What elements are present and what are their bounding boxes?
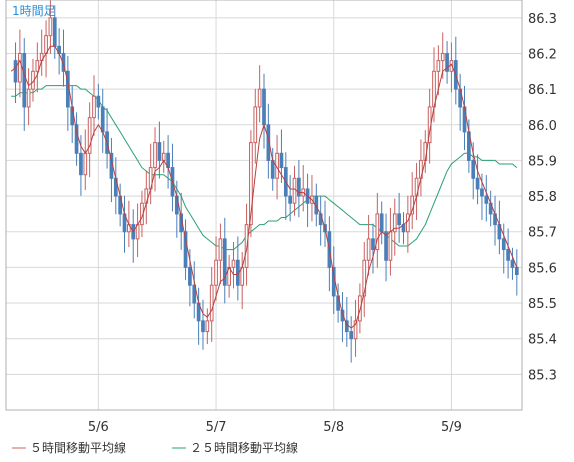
candle-down xyxy=(61,52,66,72)
candle-down xyxy=(384,231,388,261)
candle-down xyxy=(96,95,101,108)
candle-down xyxy=(506,249,510,261)
candle-up xyxy=(209,284,214,322)
candle-down xyxy=(262,88,266,126)
candle-down xyxy=(484,195,489,204)
candle-down xyxy=(74,124,79,154)
candle-down xyxy=(222,238,227,286)
ma5-layer xyxy=(10,45,518,329)
grid-layer xyxy=(6,0,522,410)
candle-up xyxy=(18,52,22,83)
legend-label: ５時間移動平均線 xyxy=(30,440,126,455)
candle-up xyxy=(388,231,393,261)
candle-down xyxy=(379,213,384,233)
y-tick-label: 86.3 xyxy=(528,12,557,27)
candle-up xyxy=(83,152,88,176)
candle-down xyxy=(371,238,375,251)
candle-down xyxy=(349,331,354,340)
candle-down xyxy=(157,142,162,161)
candle-up xyxy=(257,88,262,108)
candle-down xyxy=(52,17,57,47)
y-tick-label: 85.8 xyxy=(528,190,557,205)
y-tick-label: 85.4 xyxy=(528,333,557,348)
candle-up xyxy=(249,142,253,226)
y-axis: 86.3 86.2 86.1 86.0 85.9 85.8 85.7 85.6 85.5 85.4… xyxy=(528,12,557,384)
candle-up xyxy=(161,152,166,161)
candle-down xyxy=(297,177,301,197)
candle-down xyxy=(344,320,349,333)
x-tick-label: 5/9 xyxy=(441,420,462,435)
candle-up xyxy=(449,60,454,72)
period-label: 1時間足 xyxy=(12,4,56,18)
plot-frame xyxy=(5,0,523,411)
candle-down xyxy=(188,266,192,286)
y-tick-label: 85.6 xyxy=(528,261,557,276)
y-tick-label: 85.7 xyxy=(528,226,557,241)
candle-up xyxy=(153,142,157,169)
candle-down xyxy=(100,106,105,133)
candle-up xyxy=(366,238,371,261)
candle-up xyxy=(392,213,397,233)
candle-up xyxy=(87,117,92,154)
y-tick-label: 85.3 xyxy=(528,368,557,383)
candle-down xyxy=(266,124,271,161)
candle-up xyxy=(35,60,40,72)
ma5-line xyxy=(10,45,518,329)
candle-down xyxy=(471,159,476,179)
candle-up xyxy=(353,320,358,340)
candle-down xyxy=(22,52,27,108)
candle-down xyxy=(13,60,18,83)
candle-up xyxy=(240,266,245,286)
candle-down xyxy=(445,52,449,72)
candle-down xyxy=(510,259,515,268)
candle-up xyxy=(405,213,410,233)
candle-up xyxy=(231,259,236,268)
candle-up xyxy=(205,320,210,333)
candle-up xyxy=(253,106,258,144)
candle-down xyxy=(279,152,284,169)
y-tick-label: 86.0 xyxy=(528,119,557,134)
candle-down xyxy=(480,188,484,197)
candle-up xyxy=(26,88,31,108)
candle-layer xyxy=(13,0,519,363)
candle-up xyxy=(292,177,297,204)
candle-down xyxy=(501,238,506,251)
candle-down xyxy=(201,320,205,333)
candle-down xyxy=(475,177,480,190)
y-tick-label: 86.2 xyxy=(528,47,557,62)
x-axis: 5/6 5/7 5/8 5/9 xyxy=(88,420,462,435)
candle-up xyxy=(214,259,218,286)
x-tick-label: 5/8 xyxy=(323,420,344,435)
candle-down xyxy=(79,152,83,176)
y-tick-label: 85.5 xyxy=(528,297,557,312)
candle-down xyxy=(397,213,401,226)
candle-up xyxy=(92,95,96,119)
candle-down xyxy=(183,231,188,268)
candle-down xyxy=(192,284,197,304)
candle-down xyxy=(288,195,293,204)
candle-up xyxy=(362,259,367,297)
candle-up xyxy=(48,17,53,37)
legend: ５時間移動平均線 ２５時間移動平均線 xyxy=(12,440,298,455)
legend-label: ２５時間移動平均線 xyxy=(190,440,298,455)
x-tick-label: 5/7 xyxy=(206,420,227,435)
candle-down xyxy=(514,266,519,276)
candle-up xyxy=(375,213,380,251)
candle-up xyxy=(440,52,445,62)
candle-up xyxy=(44,35,48,54)
y-tick-label: 86.1 xyxy=(528,83,557,98)
x-tick-label: 5/6 xyxy=(88,420,109,435)
candle-up xyxy=(436,60,441,72)
candle-up xyxy=(218,238,223,261)
y-tick-label: 85.9 xyxy=(528,154,557,169)
candle-down xyxy=(270,159,275,179)
candle-down xyxy=(340,309,345,322)
